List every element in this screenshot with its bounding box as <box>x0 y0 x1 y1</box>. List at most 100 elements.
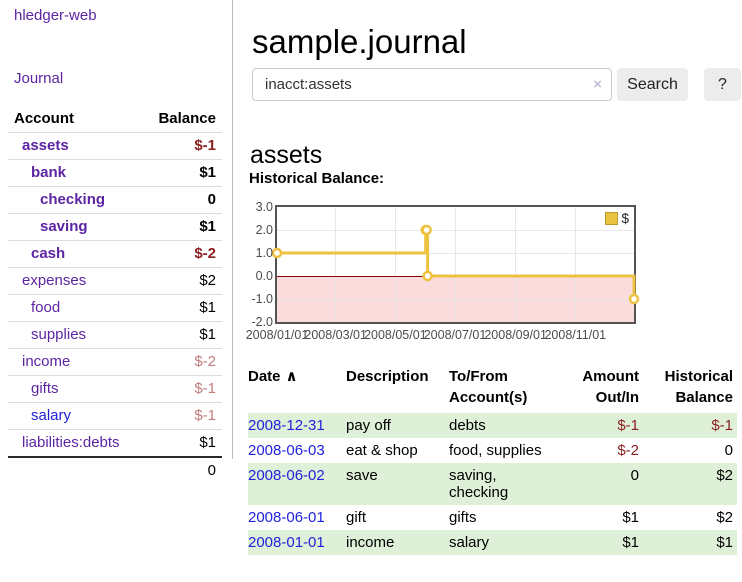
transaction-description: gift <box>346 509 367 526</box>
sidebar-item-journal[interactable]: Journal <box>14 70 64 87</box>
account-link[interactable]: assets <box>22 137 69 154</box>
register-body: 2008-12-31 pay off debts $-1 $-1 2008-06-03 ea… <box>248 413 737 555</box>
account-link[interactable]: gifts <box>31 380 59 397</box>
register-col-balance: Historical Balance <box>664 368 733 406</box>
transaction-description: pay off <box>346 417 391 434</box>
legend-label: $ <box>621 211 629 226</box>
clear-search-icon[interactable]: × <box>593 76 602 93</box>
transaction-accounts: saving, checking <box>449 467 509 501</box>
search-input[interactable] <box>252 68 612 101</box>
account-link[interactable]: expenses <box>22 272 87 289</box>
transaction-description: eat & shop <box>346 442 418 459</box>
transaction-date-link[interactable]: 2008-06-03 <box>248 442 325 459</box>
gridline <box>574 207 576 322</box>
data-point-marker <box>422 270 433 282</box>
account-balance: $-1 <box>144 375 222 403</box>
data-point-marker <box>271 247 283 259</box>
account-row: liabilities:debts $1 <box>8 429 222 457</box>
search-button[interactable]: Search <box>617 68 688 101</box>
gridline <box>277 298 634 300</box>
account-link[interactable]: food <box>31 299 61 316</box>
accounts-col-balance: Balance <box>158 110 216 127</box>
x-axis-tick-label: 2008/11/01 <box>544 328 607 342</box>
accounts-body: assets $-1 bank $1 checking 0 saving $1 cash $-2 e… <box>8 132 222 457</box>
transaction-accounts: gifts <box>449 509 477 526</box>
register-row: 2008-06-02 save saving, checking 0 $2 <box>248 463 737 505</box>
transaction-date-link[interactable]: 2008-12-31 <box>248 417 325 434</box>
register-col-description: Description <box>346 368 429 385</box>
account-balance: $1 <box>144 429 222 457</box>
account-link[interactable]: saving <box>40 218 88 235</box>
transaction-accounts: food, supplies <box>449 442 542 459</box>
search-form: × Search ? <box>252 68 741 101</box>
account-balance: $-1 <box>144 402 222 430</box>
y-axis-tick-label: -1.0 <box>251 292 273 306</box>
accounts-table: Account Balance assets $-1 bank $1 checking 0… <box>8 106 222 484</box>
chart-heading: Historical Balance: <box>249 170 385 187</box>
account-link[interactable]: cash <box>31 245 66 262</box>
transaction-amount: $1 <box>622 534 639 551</box>
transaction-date-link[interactable]: 2008-01-01 <box>248 534 325 551</box>
x-axis-tick-label: 2008/09/01 <box>484 328 547 342</box>
transaction-amount: 0 <box>630 467 639 484</box>
accounts-total-row: 0 <box>8 456 222 484</box>
transaction-balance: $1 <box>716 534 733 551</box>
chart-series-svg <box>271 224 640 305</box>
chart-plot-area: $ <box>275 205 636 324</box>
transaction-date-link[interactable]: 2008-06-02 <box>248 467 325 484</box>
account-link[interactable]: salary <box>31 407 72 424</box>
app-brand-link[interactable]: hledger-web <box>14 7 97 24</box>
account-row: supplies $1 <box>8 321 222 349</box>
account-link[interactable]: liabilities:debts <box>22 434 120 451</box>
series-line <box>277 228 636 299</box>
accounts-total-value: 0 <box>8 456 222 484</box>
transaction-amount: $1 <box>622 509 639 526</box>
account-row: assets $-1 <box>8 132 222 160</box>
gridline <box>454 207 456 322</box>
register-row: 2008-06-01 gift gifts $1 $2 <box>248 505 737 530</box>
account-row: cash $-2 <box>8 240 222 268</box>
x-axis-tick-label: 2008/03/01 <box>304 328 367 342</box>
transaction-balance: $2 <box>716 467 733 484</box>
account-row: saving $1 <box>8 213 222 241</box>
account-balance: $-1 <box>144 132 222 160</box>
register-col-amount: Amount Out/In <box>582 368 639 406</box>
account-link[interactable]: bank <box>31 164 67 181</box>
account-link[interactable]: checking <box>40 191 106 208</box>
account-row: salary $-1 <box>8 402 222 430</box>
account-balance: $1 <box>144 213 222 241</box>
x-axis-tick-label: 2008/07/01 <box>423 328 487 342</box>
y-axis-tick-label: -2.0 <box>251 315 273 329</box>
transaction-balance: 0 <box>724 442 733 459</box>
transaction-description: income <box>346 534 395 551</box>
account-link[interactable]: income <box>22 353 71 370</box>
data-point-marker <box>628 293 640 305</box>
account-balance: $-2 <box>144 240 222 268</box>
register-row: 2008-06-03 eat & shop food, supplies $-2 0 <box>248 438 737 463</box>
y-axis-tick-label: 2.0 <box>255 223 273 237</box>
account-balance: $1 <box>144 159 222 187</box>
account-heading: assets <box>250 140 323 169</box>
register-row: 2008-12-31 pay off debts $-1 $-1 <box>248 413 737 438</box>
account-row: bank $1 <box>8 159 222 187</box>
register-col-accounts: To/From Account(s) <box>449 368 528 406</box>
accounts-col-account: Account <box>14 110 74 127</box>
transaction-date-link[interactable]: 2008-06-01 <box>248 509 325 526</box>
sidebar: hledger-web Journal Account Balance asse… <box>0 0 233 484</box>
gridline <box>277 252 634 254</box>
account-row: checking 0 <box>8 186 222 214</box>
register-row: 2008-01-01 income salary $1 $1 <box>248 530 737 555</box>
account-row: income $-2 <box>8 348 222 376</box>
search-input-wrap: × <box>252 68 612 101</box>
data-point-marker <box>421 224 432 236</box>
transaction-amount: $-2 <box>617 442 639 459</box>
help-button[interactable]: ? <box>704 68 741 101</box>
x-axis-tick-label: 2008/05/01 <box>364 328 427 342</box>
account-link[interactable]: supplies <box>31 326 87 343</box>
gridline <box>394 207 396 322</box>
historical-balance-chart: $ 3.0 2.0 1.0 0.0 -1.0 -2.0 2008/01/01 2008/03/… <box>240 200 680 345</box>
account-balance: $2 <box>144 267 222 295</box>
account-row: food $1 <box>8 294 222 322</box>
accounts-header-row: Account Balance <box>8 106 222 133</box>
